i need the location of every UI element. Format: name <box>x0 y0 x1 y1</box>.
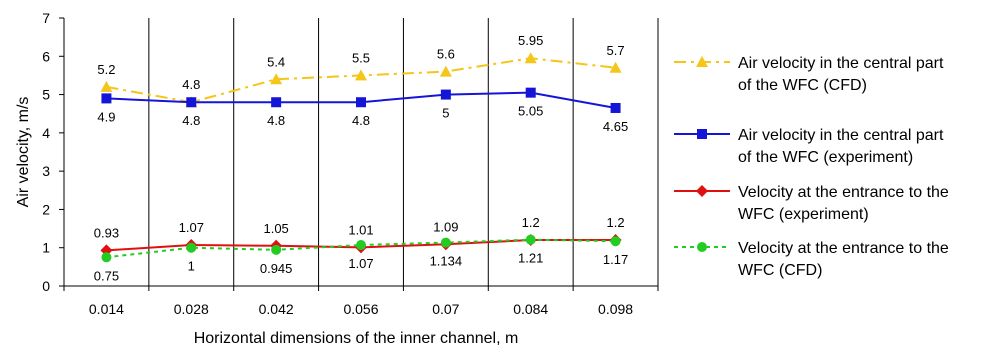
legend-entry-text: WFC (CFD) <box>738 262 822 279</box>
legend-marker <box>697 242 707 252</box>
x-tick-label: 0.042 <box>259 301 294 317</box>
y-tick-label: 2 <box>42 201 50 217</box>
data-label: 4.8 <box>182 113 200 128</box>
legend-marker <box>697 129 707 139</box>
series <box>100 52 622 263</box>
x-axis-title: Horizontal dimensions of the inner chann… <box>194 330 519 347</box>
data-label: 1.2 <box>607 215 625 230</box>
legend-entry-text: Air velocity in the central part <box>738 55 944 72</box>
data-label: 4.8 <box>182 77 200 92</box>
series-2-point <box>186 97 197 108</box>
data-label: 0.75 <box>94 268 119 283</box>
x-tick-labels: 0.014 0.028 0.042 0.056 0.07 0.084 0.098 <box>63 286 659 317</box>
data-label: 1.134 <box>430 254 463 269</box>
y-tick-label: 3 <box>42 163 50 179</box>
y-tick-label: 1 <box>42 240 50 256</box>
legend: Air velocity in the central part of the W… <box>674 55 949 279</box>
y-axis-title: Air velocity, m/s <box>15 97 32 208</box>
legend-entry-text: Air velocity in the central part <box>738 127 944 144</box>
y-tick-label: 0 <box>42 278 50 294</box>
series-4-point <box>186 242 197 253</box>
data-label: 1.05 <box>263 221 288 236</box>
data-label: 0.945 <box>260 261 293 276</box>
data-label: 4.9 <box>97 109 115 124</box>
series-4-point <box>525 234 536 245</box>
data-label: 1 <box>188 259 195 274</box>
data-label: 1.09 <box>433 219 458 234</box>
series-4-point <box>440 237 451 248</box>
y-tick-label: 5 <box>42 87 50 103</box>
legend-marker <box>696 185 708 197</box>
y-tick-label: 7 <box>42 10 50 26</box>
legend-entry-text: Velocity at the entrance to the <box>738 184 949 201</box>
series-4-point <box>271 244 282 255</box>
data-label: 5.95 <box>518 33 543 48</box>
legend-entry-text: of the WFC (experiment) <box>738 149 913 166</box>
data-label: 4.65 <box>603 119 628 134</box>
series-4-point <box>610 236 621 247</box>
data-label: 5.2 <box>97 62 115 77</box>
series-2-point <box>271 97 282 108</box>
series-4-point <box>101 252 112 263</box>
series-1-point <box>524 52 537 64</box>
series-4-point <box>356 240 366 251</box>
data-label: 5.05 <box>518 104 543 119</box>
x-tick-label: 0.056 <box>343 301 378 317</box>
data-label: 1.07 <box>348 256 373 271</box>
data-label: 5 <box>442 106 449 121</box>
legend-entry-text: Velocity at the entrance to the <box>738 240 949 257</box>
axes <box>63 18 658 287</box>
series-2-point <box>101 93 112 104</box>
series-1-point <box>100 80 113 92</box>
data-label: 5.4 <box>267 54 285 69</box>
data-label: 5.5 <box>352 50 370 65</box>
y-tick-label: 6 <box>42 48 50 64</box>
x-tick-label: 0.014 <box>89 301 124 317</box>
x-tick-label: 0.07 <box>432 301 459 317</box>
series-2-point <box>440 89 451 100</box>
data-label: 5.7 <box>607 43 625 58</box>
data-label: 1.01 <box>348 222 373 237</box>
data-label: 0.93 <box>94 225 119 240</box>
data-label: 1.07 <box>179 220 204 235</box>
grid-lines <box>148 18 659 286</box>
series-1-point <box>609 61 622 73</box>
data-label: 4.8 <box>267 113 285 128</box>
series-1-point <box>439 65 452 77</box>
data-label: 1.2 <box>522 215 540 230</box>
x-tick-label: 0.084 <box>513 301 548 317</box>
legend-marker <box>696 56 708 67</box>
y-tick-labels: 0 1 2 3 4 5 6 7 <box>42 10 64 294</box>
data-labels: 5.2 4.8 5.4 5.5 5.6 5.95 5.7 4.9 4.8 4.8 4.8 5 5.05 4… <box>94 33 628 283</box>
series-1-point <box>355 69 367 81</box>
y-tick-label: 4 <box>42 125 50 141</box>
series-2-point <box>525 87 536 98</box>
series-1-point <box>270 73 283 85</box>
series-2-point <box>356 97 366 108</box>
data-label: 1.21 <box>518 251 543 266</box>
data-label: 1.17 <box>603 252 628 267</box>
series-2-point <box>610 102 621 113</box>
x-tick-label: 0.098 <box>598 301 633 317</box>
data-label: 4.8 <box>352 113 370 128</box>
legend-entry-text: of the WFC (CFD) <box>738 77 867 94</box>
legend-entry-text: WFC (experiment) <box>738 206 869 223</box>
x-tick-label: 0.028 <box>174 301 209 317</box>
data-label: 5.6 <box>437 47 455 62</box>
